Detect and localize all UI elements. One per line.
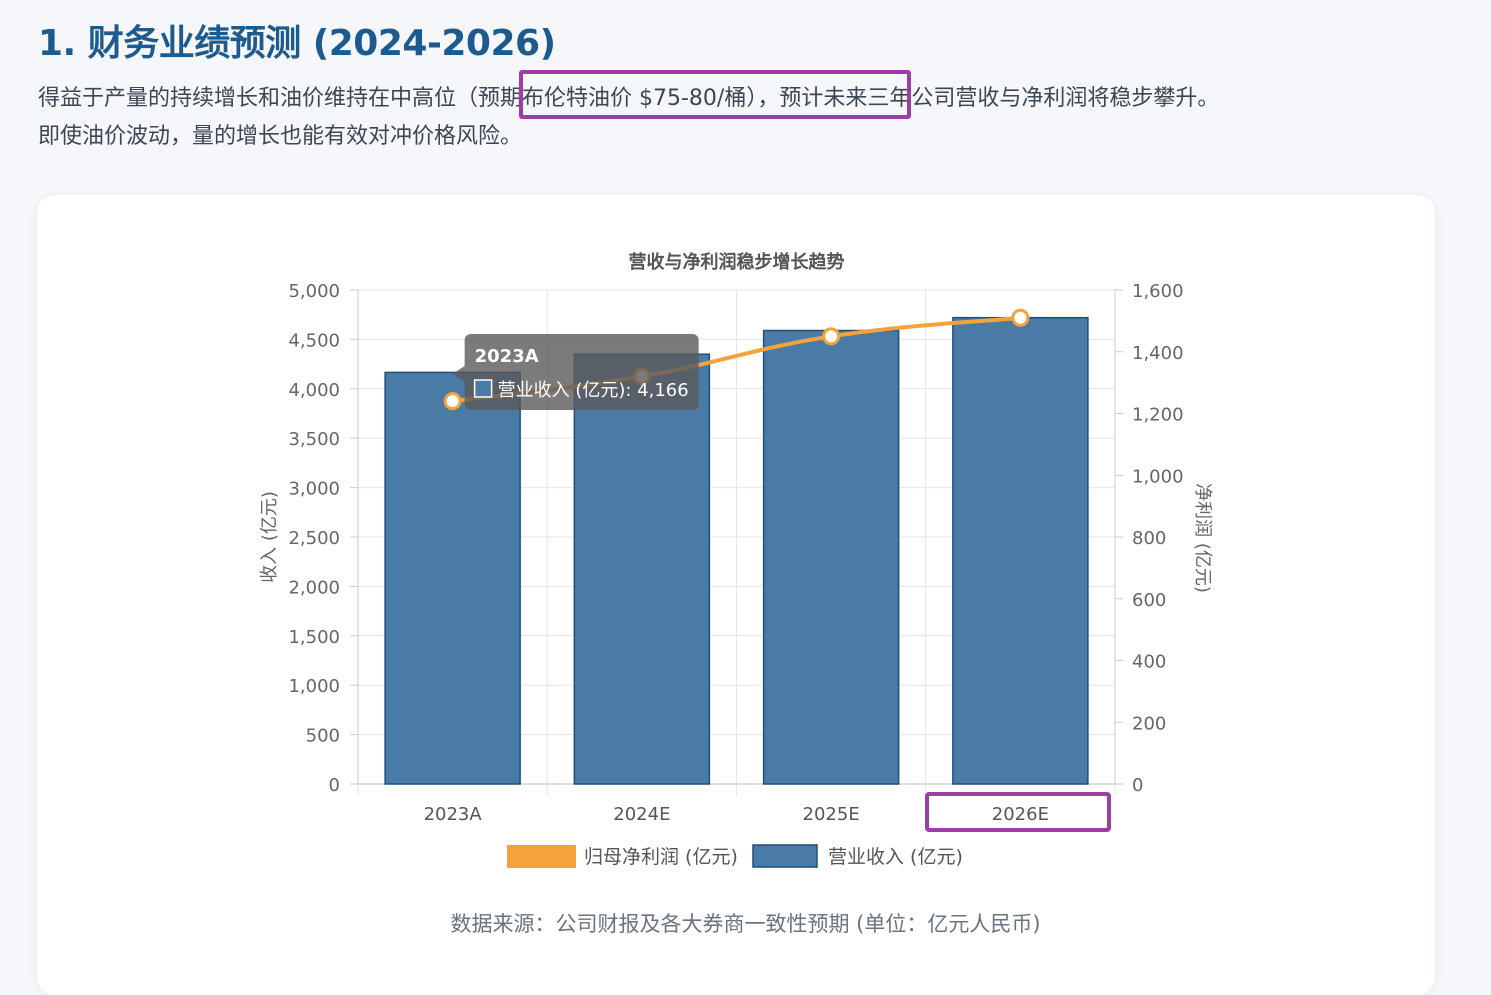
x-tick-label: 2023A — [424, 804, 483, 825]
y-right-tick-label: 1,200 — [1132, 405, 1184, 426]
category-2026e-highlight-box — [925, 792, 1111, 832]
y-left-tick-label: 1,000 — [288, 676, 340, 697]
x-tick-label: 2024E — [613, 804, 670, 825]
y-right-tick-label: 600 — [1132, 590, 1166, 611]
profit-point-2023A[interactable] — [443, 392, 462, 411]
y-right-tick-label: 0 — [1132, 775, 1143, 796]
y-left-tick-label: 3,500 — [288, 429, 340, 450]
page-title: 1. 财务业绩预测 (2024-2026) — [38, 23, 556, 64]
legend-swatch-profit — [507, 845, 576, 868]
y-right-tick-label: 400 — [1132, 652, 1166, 673]
y-left-tick-label: 500 — [306, 726, 340, 747]
y-right-axis-title: 净利润 (亿元) — [1192, 483, 1213, 593]
y-left-tick-label: 3,000 — [288, 479, 340, 500]
source-note: 数据来源：公司财报及各大券商一致性预期 (单位：亿元人民币) — [450, 912, 1041, 936]
x-tick-label: 2025E — [803, 804, 860, 825]
profit-point-2025E[interactable] — [822, 327, 841, 346]
bar-revenue-2024E — [573, 353, 711, 785]
y-left-tick-label: 4,500 — [288, 330, 340, 351]
y-right-tick-label: 1,600 — [1132, 281, 1184, 302]
tooltip-caret — [452, 366, 465, 382]
intro-paragraph: 得益于产量的持续增长和油价维持在中高位（预期布伦特油价 $75-80/桶），预计… — [38, 80, 1458, 156]
x-tick-label: 2026E — [992, 804, 1049, 825]
tooltip-title: 2023A — [475, 346, 539, 367]
y-left-tick-label: 4,000 — [288, 380, 340, 401]
chart-title: 营收与净利润稳步增长趋势 — [629, 251, 845, 273]
y-right-tick-label: 200 — [1132, 713, 1166, 734]
y-right-tick-label: 800 — [1132, 528, 1166, 549]
legend-label-revenue[interactable]: 营业收入 (亿元) — [828, 846, 963, 868]
y-left-tick-label: 1,500 — [288, 627, 340, 648]
chart: 营收与净利润稳步增长趋势 0 500 1,000 1,500 2,000 2,500 3,00… — [259, 251, 1213, 868]
tooltip-swatch — [473, 379, 493, 398]
intro-line-1: 得益于产量的持续增长和油价维持在中高位（预期布伦特油价 $75-80/桶），预计… — [38, 86, 1220, 111]
y-right-tick-label: 1,000 — [1132, 466, 1184, 487]
tooltip-value: 营业收入 (亿元): 4,166 — [498, 380, 689, 401]
bar-revenue-2025E — [762, 329, 900, 785]
bar-revenue-2023A — [384, 371, 521, 785]
legend-label-profit[interactable]: 归母净利润 (亿元) — [584, 846, 738, 868]
legend-swatch-revenue — [752, 844, 818, 868]
y-left-tick-label: 5,000 — [288, 281, 340, 302]
y-left-tick-label: 2,500 — [288, 528, 340, 549]
y-left-axis-title: 收入 (亿元) — [259, 491, 280, 583]
y-right-tick-label: 1,400 — [1132, 343, 1184, 364]
intro-line-2: 即使油价波动，量的增长也能有效对冲价格风险。 — [38, 124, 523, 149]
bar-revenue-2026E — [952, 316, 1089, 785]
profit-point-2026E[interactable] — [1011, 308, 1030, 327]
y-left-tick-label: 2,000 — [288, 577, 340, 598]
y-left-tick-label: 0 — [329, 775, 340, 796]
tooltip-box — [464, 334, 699, 410]
